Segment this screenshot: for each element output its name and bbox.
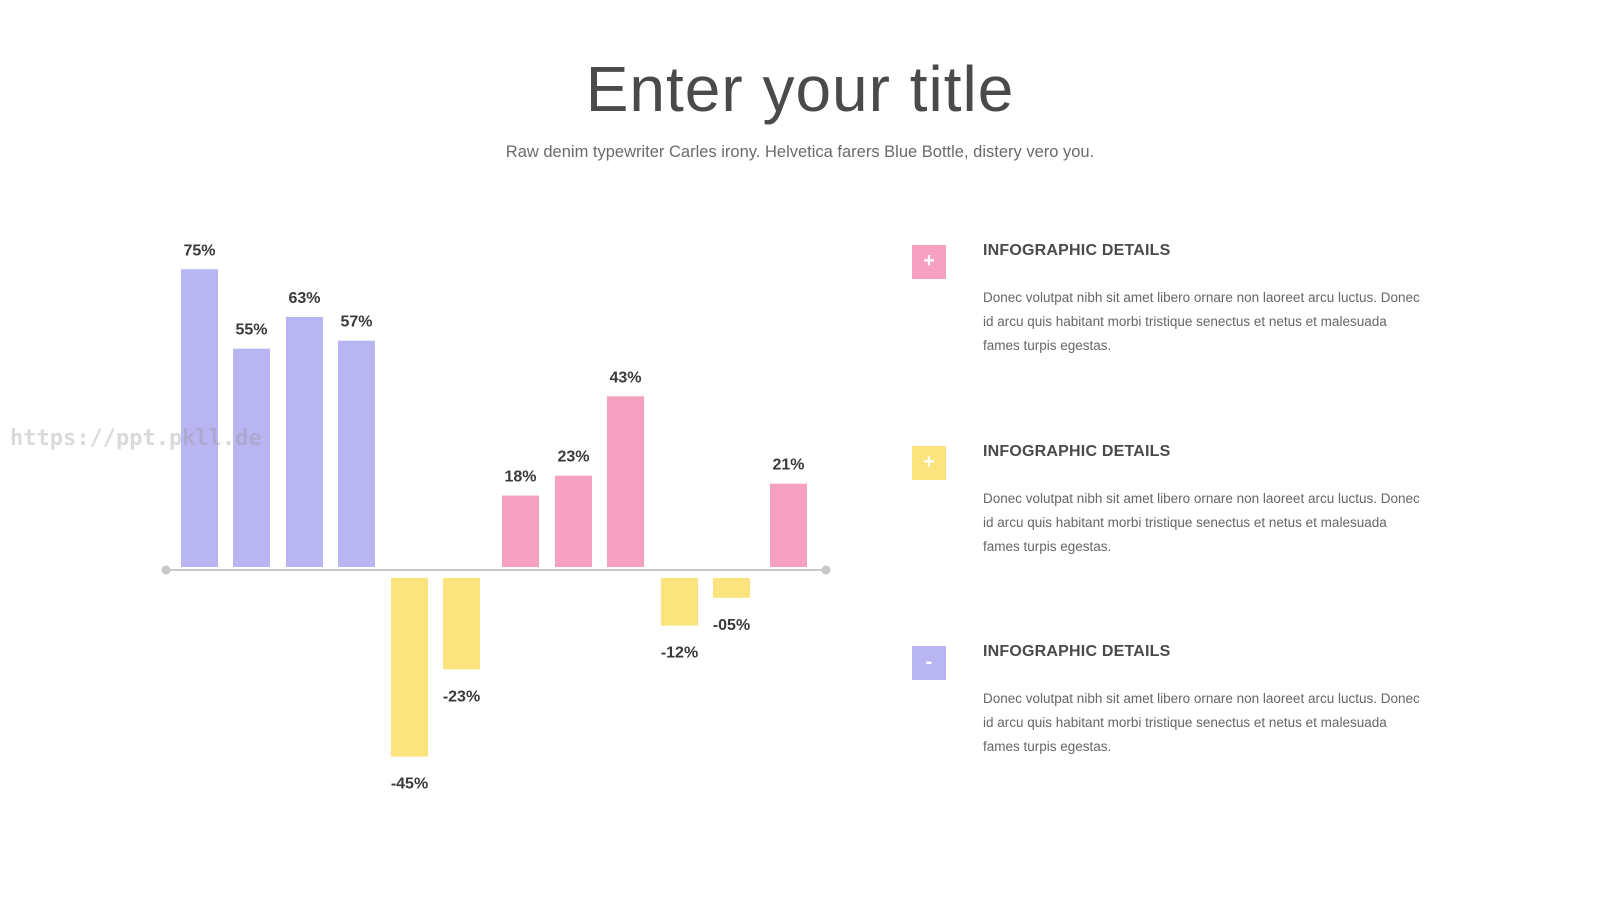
bar-11 [713, 578, 750, 598]
bar-1 [181, 269, 218, 567]
plus-icon: + [912, 245, 946, 279]
detail-body: Donec volutpat nibh sit amet libero orna… [983, 491, 1420, 554]
bar-label-6: -23% [443, 688, 480, 705]
bar-2 [233, 348, 270, 567]
detail-block-1: + INFOGRAPHIC DETAILS Donec volutpat nib… [912, 242, 1432, 385]
bar-9 [607, 396, 644, 567]
bar-label-12: 21% [772, 457, 804, 474]
bar-6 [443, 578, 480, 670]
bar-label-11: -05% [713, 617, 750, 634]
bar-label-4: 57% [340, 314, 372, 331]
bar-label-8: 23% [557, 449, 589, 466]
detail-heading: INFOGRAPHIC DETAILS [983, 443, 1171, 460]
page-subtitle: Raw denim typewriter Carles irony. Helve… [505, 143, 1095, 161]
bar-10 [661, 578, 698, 626]
bar-4 [338, 340, 375, 567]
bar-label-3: 63% [288, 290, 320, 307]
detail-block-3: - INFOGRAPHIC DETAILS Donec volutpat nib… [912, 643, 1432, 786]
bar-12 [770, 483, 807, 567]
plus-icon: + [912, 446, 946, 480]
detail-block-2: + INFOGRAPHIC DETAILS Donec volutpat nib… [912, 443, 1432, 586]
detail-body: Donec volutpat nibh sit amet libero orna… [983, 290, 1420, 353]
bar-label-7: 18% [504, 469, 536, 486]
bar-label-9: 43% [609, 369, 641, 386]
bar-label-2: 55% [235, 322, 267, 339]
bar-label-5: -45% [391, 776, 428, 793]
page-title: Enter your title [585, 53, 1015, 125]
bar-label-10: -12% [661, 645, 698, 662]
axis-endpoint-left [161, 565, 171, 575]
bar-label-1: 75% [183, 242, 215, 259]
detail-heading: INFOGRAPHIC DETAILS [983, 242, 1171, 259]
detail-heading: INFOGRAPHIC DETAILS [983, 643, 1171, 660]
bar-5 [391, 578, 428, 757]
detail-body: Donec volutpat nibh sit amet libero orna… [983, 691, 1420, 754]
bar-3 [286, 316, 323, 567]
bar-chart: 75% 55% 63% 57% -45% -23% 18% 23% 43% -12% -05% 21% [161, 242, 831, 793]
bar-7 [502, 495, 539, 567]
bar-8 [555, 475, 592, 567]
minus-icon: - [912, 646, 946, 680]
axis-endpoint-right [821, 565, 831, 575]
watermark: https://ppt.pkll.de [10, 426, 262, 451]
